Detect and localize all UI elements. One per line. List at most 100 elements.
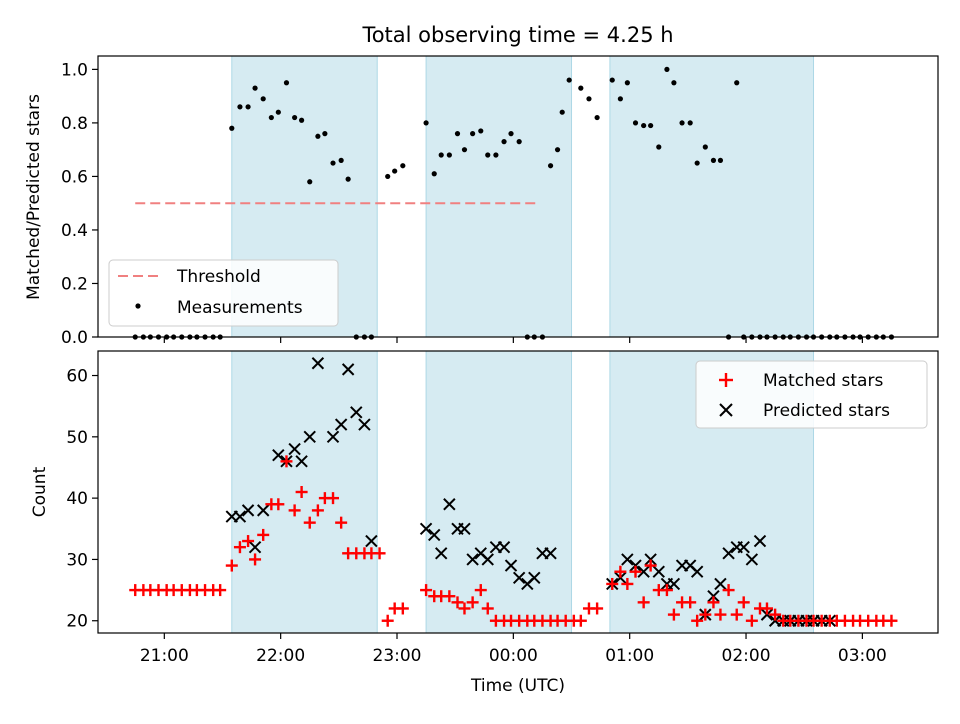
measurement-point — [501, 139, 507, 145]
matched-point — [233, 541, 246, 554]
measurement-point — [392, 168, 398, 174]
bottom-shaded-band — [425, 350, 573, 634]
legend-threshold-label: Threshold — [176, 267, 261, 287]
matched-point — [451, 596, 464, 609]
measurement-point — [338, 157, 344, 163]
measurement-point — [710, 157, 717, 163]
predicted-point — [241, 504, 255, 517]
measurement-point — [578, 85, 584, 91]
bottom-ylabel: Count — [30, 466, 50, 517]
predicted-points — [225, 357, 837, 627]
matched-point — [660, 584, 673, 597]
matched-point — [760, 602, 773, 615]
top-ytick-label: 0.0 — [61, 328, 88, 348]
top-shaded-band — [609, 55, 815, 338]
matched-point — [295, 486, 308, 498]
measurement-point — [687, 120, 693, 126]
predicted-point — [233, 510, 247, 523]
predicted-point — [466, 553, 479, 566]
predicted-point — [272, 449, 285, 462]
predicted-point — [512, 571, 526, 585]
measurement-point — [632, 120, 639, 126]
measurement-point — [299, 117, 305, 123]
matched-point — [606, 577, 619, 590]
bottom-xtick-label: 21:00 — [140, 646, 189, 666]
predicted-point — [504, 559, 518, 572]
matched-point — [249, 553, 262, 566]
measurement-point — [260, 96, 266, 102]
matched-point — [443, 590, 456, 603]
bottom-ytick-label: 60 — [66, 367, 88, 387]
legend-predicted-label: Predicted stars — [763, 401, 890, 421]
matched-point — [769, 608, 782, 621]
matched-point — [691, 614, 704, 627]
measurement-point — [237, 104, 243, 110]
measurement-point — [586, 96, 592, 102]
measurement-point — [307, 179, 313, 185]
predicted-point — [288, 442, 301, 456]
top-panel: 0.0 0.2 0.4 0.6 0.8 1.0 Matched/Predicted sta… — [24, 55, 939, 348]
predicted-point — [737, 540, 750, 554]
legend-matched-swatch — [719, 373, 733, 387]
measurement-point — [656, 144, 662, 150]
matched-point — [373, 547, 386, 560]
matched-point — [614, 565, 627, 578]
matched-point — [288, 504, 301, 517]
matched-point — [722, 584, 735, 597]
predicted-point — [419, 522, 433, 535]
matched-point — [396, 602, 409, 615]
predicted-point — [257, 504, 270, 517]
matched-point — [667, 608, 680, 621]
matched-point — [707, 596, 720, 609]
measurement-point — [694, 160, 700, 166]
bottom-xtick-label: 01:00 — [605, 646, 654, 666]
legend-measurements-label: Measurements — [177, 298, 303, 318]
bottom-ytick-label: 30 — [66, 550, 88, 570]
bottom-legend: Matched stars Predicted stars — [695, 360, 928, 429]
measurement-point — [485, 152, 491, 158]
predicted-point — [497, 540, 511, 554]
measurement-point — [679, 120, 685, 126]
predicted-point — [350, 406, 363, 419]
measurement-point — [438, 152, 444, 158]
top-shaded-band — [425, 55, 573, 338]
measurement-point — [470, 131, 476, 137]
predicted-point — [303, 430, 316, 444]
matched-point — [591, 602, 604, 615]
measurement-point — [559, 109, 565, 115]
bottom-yticks: 20 30 40 50 60 — [66, 367, 98, 632]
measurement-point — [478, 128, 484, 134]
matched-point — [280, 455, 293, 468]
matched-point — [303, 516, 316, 529]
matched-point — [885, 614, 898, 627]
bottom-xtick-label: 22:00 — [256, 646, 305, 666]
measurement-point — [446, 152, 452, 158]
matched-point — [420, 584, 433, 597]
top-ylabel: Matched/Predicted stars — [24, 94, 44, 300]
matched-point — [327, 492, 340, 505]
predicted-point — [614, 571, 627, 585]
bottom-xtick-label: 23:00 — [373, 646, 422, 666]
predicted-point — [544, 547, 557, 560]
matched-point — [257, 528, 270, 541]
measurement-point — [322, 131, 328, 137]
matched-point — [381, 614, 394, 627]
predicted-point — [358, 418, 371, 431]
measurement-point — [734, 80, 740, 86]
measurement-point — [461, 147, 468, 153]
measurement-point — [229, 125, 235, 131]
measurement-point — [275, 109, 281, 115]
predicted-point — [481, 553, 494, 566]
matched-point — [225, 559, 238, 572]
measurement-point — [423, 120, 429, 126]
top-ytick-label: 0.2 — [61, 274, 88, 294]
predicted-point — [311, 357, 325, 370]
matched-point — [466, 596, 479, 609]
predicted-point — [435, 547, 448, 560]
measurement-point — [454, 131, 461, 137]
matched-point — [737, 596, 750, 609]
matched-point — [714, 608, 727, 621]
top-axes-frame — [97, 55, 939, 338]
predicted-point — [248, 540, 262, 554]
